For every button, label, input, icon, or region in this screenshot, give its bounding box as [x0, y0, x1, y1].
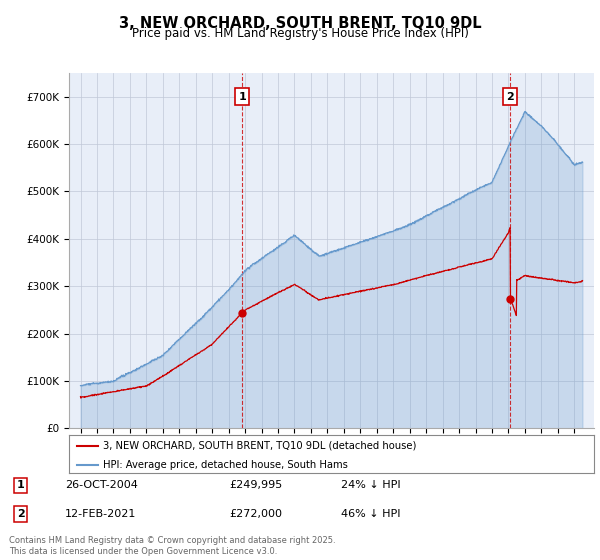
Text: 24% ↓ HPI: 24% ↓ HPI	[341, 480, 401, 491]
Text: HPI: Average price, detached house, South Hams: HPI: Average price, detached house, Sout…	[103, 460, 348, 470]
Text: 1: 1	[17, 480, 25, 491]
Text: Price paid vs. HM Land Registry's House Price Index (HPI): Price paid vs. HM Land Registry's House …	[131, 27, 469, 40]
Text: 1: 1	[238, 91, 246, 101]
Text: £249,995: £249,995	[229, 480, 283, 491]
Text: 26-OCT-2004: 26-OCT-2004	[65, 480, 137, 491]
Text: 3, NEW ORCHARD, SOUTH BRENT, TQ10 9DL: 3, NEW ORCHARD, SOUTH BRENT, TQ10 9DL	[119, 16, 481, 31]
Text: 2: 2	[506, 91, 514, 101]
Text: Contains HM Land Registry data © Crown copyright and database right 2025.
This d: Contains HM Land Registry data © Crown c…	[9, 536, 335, 556]
Text: £272,000: £272,000	[229, 509, 283, 519]
Text: 2: 2	[17, 509, 25, 519]
Text: 46% ↓ HPI: 46% ↓ HPI	[341, 509, 401, 519]
Text: 3, NEW ORCHARD, SOUTH BRENT, TQ10 9DL (detached house): 3, NEW ORCHARD, SOUTH BRENT, TQ10 9DL (d…	[103, 441, 416, 451]
Text: 12-FEB-2021: 12-FEB-2021	[65, 509, 136, 519]
